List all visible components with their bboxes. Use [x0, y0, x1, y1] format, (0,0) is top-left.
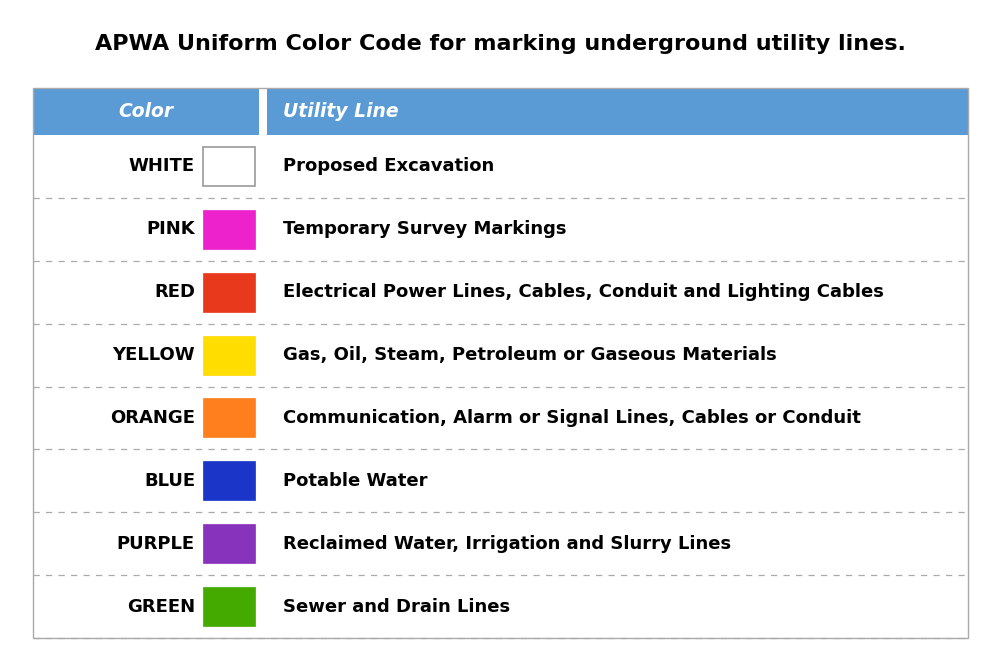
Text: Temporary Survey Markings: Temporary Survey Markings	[283, 220, 566, 239]
Bar	[203, 462, 255, 500]
Bar	[203, 273, 255, 312]
Text: Utility Line: Utility Line	[283, 102, 399, 121]
Text: Electrical Power Lines, Cables, Conduit and Lighting Cables: Electrical Power Lines, Cables, Conduit …	[283, 283, 884, 301]
Bar	[203, 147, 255, 186]
Text: Sewer and Drain Lines: Sewer and Drain Lines	[283, 598, 510, 615]
Text: Reclaimed Water, Irrigation and Slurry Lines: Reclaimed Water, Irrigation and Slurry L…	[283, 535, 731, 553]
Bar	[33, 88, 968, 638]
Text: GREEN: GREEN	[127, 598, 195, 615]
Text: YELLOW: YELLOW	[112, 346, 195, 364]
Text: Potable Water: Potable Water	[283, 472, 428, 490]
Text: PURPLE: PURPLE	[117, 535, 195, 553]
Text: BLUE: BLUE	[144, 472, 195, 490]
Bar	[203, 587, 255, 626]
Text: PINK: PINK	[146, 220, 195, 239]
Bar	[33, 88, 259, 135]
Bar	[203, 336, 255, 374]
Text: APWA Uniform Color Code for marking underground utility lines.: APWA Uniform Color Code for marking unde…	[95, 34, 905, 54]
Text: Communication, Alarm or Signal Lines, Cables or Conduit: Communication, Alarm or Signal Lines, Ca…	[283, 409, 861, 427]
Text: Gas, Oil, Steam, Petroleum or Gaseous Materials: Gas, Oil, Steam, Petroleum or Gaseous Ma…	[283, 346, 777, 364]
Text: RED: RED	[154, 283, 195, 301]
Bar	[203, 524, 255, 563]
Text: Proposed Excavation: Proposed Excavation	[283, 157, 494, 175]
Bar	[203, 398, 255, 437]
Bar	[267, 88, 968, 135]
Bar	[203, 210, 255, 249]
Text: WHITE: WHITE	[129, 157, 195, 175]
Text: Color: Color	[118, 102, 174, 121]
Text: ORANGE: ORANGE	[110, 409, 195, 427]
